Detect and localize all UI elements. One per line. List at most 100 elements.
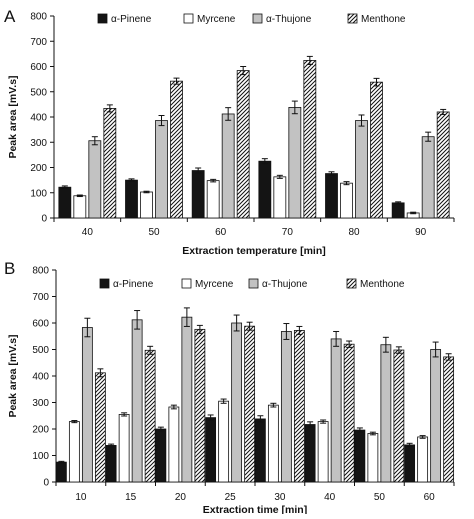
legend-label: Myrcene (195, 279, 234, 290)
y-tick-label: 200 (32, 425, 49, 436)
error-bar (395, 201, 402, 205)
y-tick-label: 700 (30, 37, 47, 48)
error-bar (71, 420, 78, 424)
error-bar (246, 321, 253, 331)
error-bar (91, 136, 98, 146)
error-bar (369, 431, 376, 436)
x-tick-label: 50 (148, 227, 160, 238)
error-bar (233, 314, 240, 332)
y-tick-label: 200 (30, 163, 47, 174)
bar-thujone (380, 344, 392, 483)
bar-pinene (58, 186, 72, 219)
error-bar (276, 174, 283, 179)
bar-myrcene (340, 182, 353, 219)
error-bar (196, 324, 203, 334)
y-tick-label: 300 (32, 398, 49, 409)
bar-thujone (231, 322, 243, 483)
error-bar (58, 460, 65, 464)
y-tick-label: 0 (41, 214, 47, 225)
error-bar (84, 317, 91, 338)
bar-myrcene (218, 400, 230, 483)
x-tick-label: 70 (282, 227, 294, 238)
bar-menthone (393, 349, 405, 483)
chart-panel-b: 0 100 200 300 400 500 600 700 800 Peak area [mV.s… (7, 266, 455, 516)
error-bar (445, 353, 452, 361)
x-tick-label: 60 (215, 227, 227, 238)
y-tick-label: 300 (30, 138, 47, 149)
error-bar (207, 414, 214, 421)
bar-pinene (304, 424, 316, 483)
bar-menthone (293, 330, 305, 483)
x-tick-label: 40 (324, 492, 336, 503)
x-tick-label: 80 (348, 227, 360, 238)
legend-swatch (346, 278, 357, 289)
error-bar (307, 421, 314, 428)
error-bar (306, 55, 313, 65)
error-bar (210, 178, 217, 183)
legend-label: α-Pinene (113, 279, 154, 290)
x-tick-label: 25 (225, 492, 237, 503)
bar-myrcene (267, 404, 279, 483)
bar-pinene (205, 417, 217, 483)
error-bar (61, 185, 68, 189)
error-bar (373, 77, 380, 87)
legend-swatch (181, 278, 192, 289)
error-bar (97, 368, 104, 378)
error-bar (225, 107, 232, 121)
bar-myrcene (417, 436, 429, 483)
bar-myrcene (68, 421, 80, 483)
bar-pinene (404, 444, 416, 483)
bar-pinene (254, 418, 266, 483)
bar-thujone (181, 316, 193, 483)
error-bar (240, 66, 247, 76)
error-bar (410, 211, 417, 215)
error-bar (257, 415, 264, 423)
legend-swatch (347, 13, 358, 24)
error-bar (432, 341, 439, 358)
x-tick-label: 90 (415, 227, 427, 238)
x-tick-label: 60 (424, 492, 436, 503)
bar-thujone (221, 113, 235, 219)
bar-menthone (194, 328, 206, 483)
error-bar (76, 194, 83, 198)
legend-label: α-Pinene (111, 14, 152, 25)
bar-pinene (391, 202, 405, 219)
error-bar (395, 346, 402, 354)
bar-menthone (370, 81, 383, 219)
error-bar (157, 426, 164, 432)
legend-swatch (248, 278, 259, 289)
panel-letter-b: B (4, 259, 15, 278)
bar-menthone (343, 343, 355, 483)
error-bar (419, 435, 426, 439)
bar-pinene (125, 179, 138, 219)
error-bar (121, 412, 128, 417)
bar-menthone (236, 70, 250, 219)
error-bar (356, 427, 363, 433)
x-tick-label: 40 (82, 227, 94, 238)
bar-menthone (103, 108, 117, 219)
legend-swatch (252, 13, 263, 24)
bar-menthone (144, 349, 156, 483)
error-bar (106, 104, 113, 113)
legend-label: Myrcene (197, 14, 236, 25)
bar-pinene (258, 160, 272, 219)
x-axis-title: Extraction temperature [min] (182, 245, 326, 257)
bar-thujone (330, 338, 342, 483)
error-bar (346, 340, 353, 348)
error-bar (261, 158, 268, 165)
y-axis-title: Peak area [mV.s] (7, 334, 19, 417)
error-bar (333, 330, 340, 347)
y-tick-label: 500 (32, 345, 49, 356)
bar-myrcene (140, 191, 153, 219)
x-tick-label: 30 (274, 492, 286, 503)
bar-pinene (105, 445, 117, 483)
panel-letter-a: A (4, 7, 16, 26)
x-tick-label: 15 (125, 492, 137, 503)
error-bar (170, 404, 177, 410)
bar-menthone (94, 372, 106, 483)
error-bar (328, 171, 335, 176)
legend-label: Menthone (361, 14, 406, 25)
bar-myrcene (73, 195, 87, 219)
bar-thujone (421, 136, 435, 219)
